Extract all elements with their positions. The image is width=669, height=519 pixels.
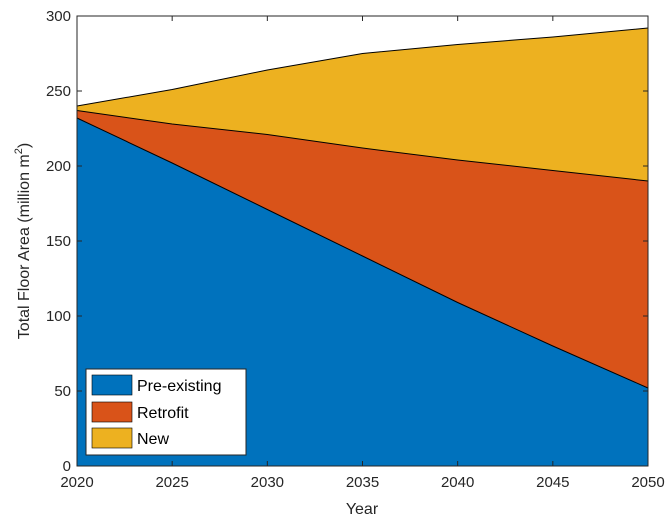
y-tick-label: 200 — [46, 158, 71, 175]
area-new — [77, 28, 648, 181]
y-tick-label: 300 — [46, 8, 71, 25]
x-axis-ticks: 2020 2025 2030 2035 2040 2045 2050 — [60, 16, 665, 491]
area-retrofit — [77, 110, 648, 388]
boundary-retrofit — [76, 110, 649, 182]
legend-swatch-new — [91, 427, 133, 449]
series-boundaries — [76, 27, 649, 389]
legend-label-pre-existing: Pre-existing — [137, 378, 221, 395]
legend-label-retrofit: Retrofit — [137, 405, 189, 422]
y-axis-title-text: Total Floor Area (million m — [16, 154, 33, 339]
x-axis-title: Year — [346, 501, 379, 518]
x-tick-label: 2030 — [251, 474, 284, 491]
x-tick-label: 2040 — [441, 474, 474, 491]
legend-swatch-retrofit — [91, 401, 133, 423]
legend-swatch-pre-existing — [91, 374, 133, 396]
y-tick-label: 100 — [46, 308, 71, 325]
y-axis-ticks: 0 50 100 150 200 250 300 — [46, 8, 648, 475]
boundary-new — [76, 27, 649, 107]
y-axis-title: Total Floor Area (million m2) — [13, 143, 33, 339]
y-axis-title-superscript: 2 — [13, 148, 25, 154]
x-tick-label: 2035 — [346, 474, 379, 491]
y-tick-label: 250 — [46, 83, 71, 100]
x-tick-label: 2025 — [155, 474, 188, 491]
x-tick-label: 2050 — [631, 474, 664, 491]
y-tick-label: 150 — [46, 233, 71, 250]
x-tick-label: 2045 — [536, 474, 569, 491]
y-tick-label: 0 — [63, 458, 71, 475]
y-axis-title-close: ) — [16, 143, 33, 148]
legend: Pre-existing Retrofit New — [85, 368, 247, 456]
x-tick-label: 2020 — [60, 474, 93, 491]
boundary-pre-existing — [76, 117, 649, 389]
y-tick-label: 50 — [54, 383, 71, 400]
legend-label-new: New — [137, 431, 169, 448]
